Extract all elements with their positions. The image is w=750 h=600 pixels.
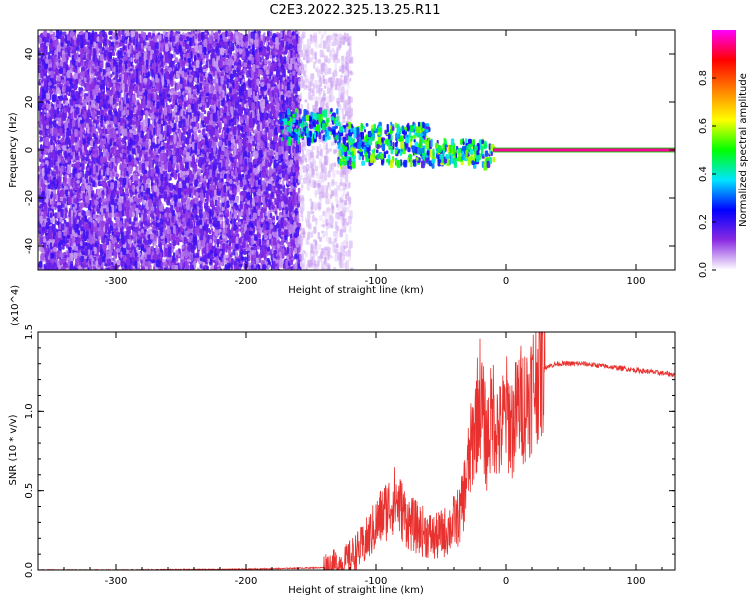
spectrogram-cell-r0	[285, 211, 288, 215]
spectrogram-cell-r0	[276, 216, 279, 221]
spectrogram-cell-r0	[215, 270, 217, 277]
spectrogram-plot-area	[38, 30, 675, 279]
figure-title: C2E3.2022.325.13.25.R11	[269, 3, 440, 18]
spectrogram-cell-r0	[177, 270, 179, 277]
spectrogram-cell-r0	[212, 270, 214, 274]
spectrogram-cell-r0	[50, 30, 53, 34]
spectrogram-cells	[38, 30, 675, 279]
spectrogram-cell-r0	[259, 270, 263, 279]
spectrogram-cell-r0	[88, 270, 90, 278]
spectrogram-cell-r0	[84, 270, 86, 278]
spectrogram-cell-r0	[292, 270, 295, 277]
spectrogram-cell-r0	[169, 269, 172, 278]
spectrogram-cell-r0	[248, 31, 250, 35]
